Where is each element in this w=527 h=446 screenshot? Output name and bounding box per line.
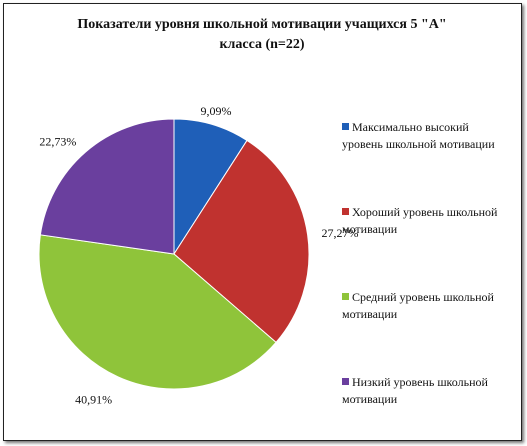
legend-swatch-1 [342,123,349,130]
pie-slice-3 [38,234,277,390]
legend-swatch-3 [342,293,349,300]
legend-label-1-line-1: Максимально высокий [352,120,469,134]
pie-value-label-2: 27,27% [322,226,359,240]
legend-label-2-line-2: мотивации [342,222,398,236]
legend: Максимально высокий уровень школьной моти… [342,120,498,406]
legend-label-3-line-2: мотивации [342,307,398,321]
pie-value-label-3: 40,91% [75,393,112,407]
pie-slices [38,118,310,390]
pie-slice-4 [39,118,175,255]
pie-value-label-4: 22,73% [39,134,76,148]
pie-slice-2 [173,139,310,344]
pie-chart: Показатели уровня школьной мотивации уча… [38,17,498,407]
legend-label-1-line-2: уровень школьной мотивации [342,137,495,151]
legend-label-4-line-2: мотивации [342,392,398,406]
legend-label-2-line-1: Хороший уровень школьной [352,205,498,219]
pie-value-labels: 9,09% 27,27% 40,91% 22,73% [39,104,358,407]
legend-label-3-line-1: Средний уровень школьной [352,290,495,304]
legend-swatch-2 [342,208,349,215]
pie-value-label-1: 9,09% [201,104,232,118]
chart-frame: Показатели уровня школьной мотивации уча… [3,3,522,441]
legend-swatch-4 [342,378,349,385]
chart-title-line-2: класса (n=22) [219,37,304,52]
chart-title-line-1: Показатели уровня школьной мотивации уча… [77,17,446,32]
legend-label-4-line-1: Низкий уровень школьной [352,375,489,389]
